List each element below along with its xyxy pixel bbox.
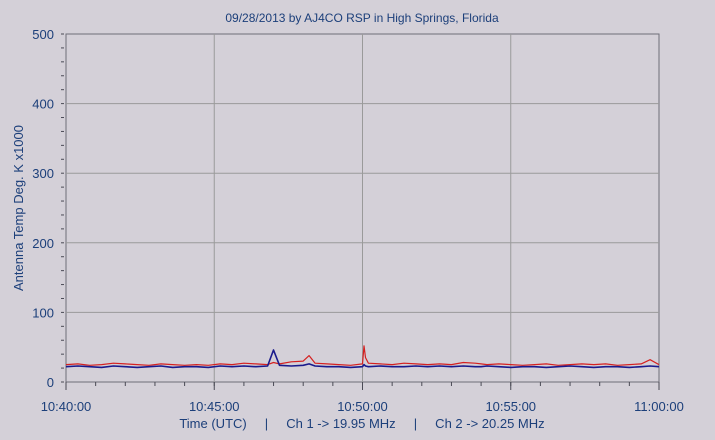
grid-lines xyxy=(66,34,659,382)
series-layer xyxy=(65,345,660,369)
series-line-ch1 xyxy=(65,345,660,366)
y-tick-label: 0 xyxy=(47,375,54,390)
x-tick-label: 10:55:00 xyxy=(485,399,536,414)
y-tick-label: 200 xyxy=(32,236,54,251)
x-tick-label: 10:45:00 xyxy=(189,399,240,414)
y-tick-label: 400 xyxy=(32,97,54,112)
x-tick-label: 11:00:00 xyxy=(634,399,684,414)
y-axis-label: Antenna Temp Deg. K x1000 xyxy=(11,125,26,291)
y-tick-label: 500 xyxy=(32,27,54,42)
y-tick-labels: 0 100 200 300 400 500 xyxy=(32,27,54,390)
x-tick-label: 10:50:00 xyxy=(337,399,388,414)
series-line-ch2 xyxy=(65,349,660,369)
y-tick-label: 300 xyxy=(32,166,54,181)
y-tick-label: 100 xyxy=(32,305,54,320)
x-tick-label: 10:40:00 xyxy=(41,399,92,414)
x-axis-label: Time (UTC) | Ch 1 -> 19.95 MHz | Ch 2 ->… xyxy=(179,416,544,431)
x-tick-labels: 10:40:00 10:45:00 10:50:00 10:55:00 11:00:00 xyxy=(41,399,684,414)
minor-ticks xyxy=(61,33,660,390)
chart-title: 09/28/2013 by AJ4CO RSP in High Springs,… xyxy=(225,11,499,25)
